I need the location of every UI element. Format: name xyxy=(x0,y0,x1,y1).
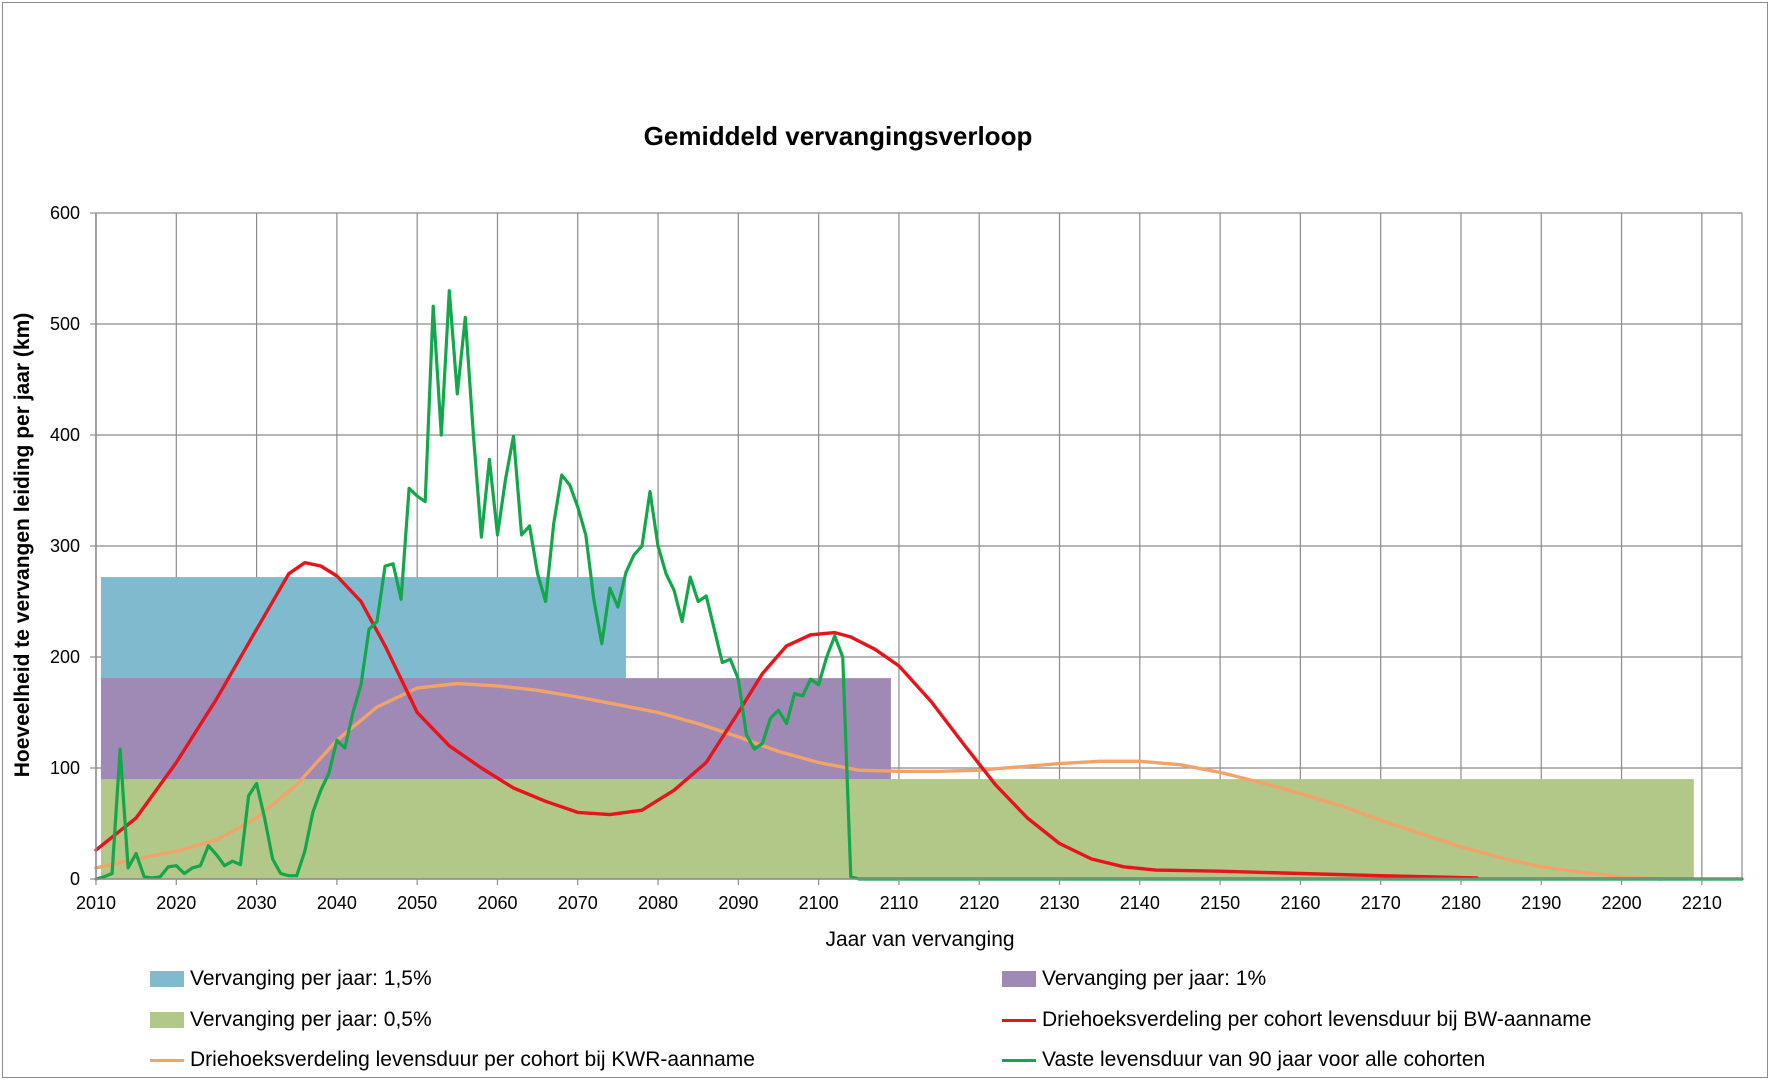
y-tick-label: 500 xyxy=(50,314,80,334)
y-tick-label: 400 xyxy=(50,425,80,445)
series-line xyxy=(94,681,1664,881)
x-tick-label: 2040 xyxy=(317,893,357,913)
area-band xyxy=(101,779,1694,879)
area-bands xyxy=(101,577,1694,879)
x-tick-label: 2080 xyxy=(638,893,678,913)
y-tick-label: 100 xyxy=(50,758,80,778)
x-tick-label: 2160 xyxy=(1280,893,1320,913)
x-tick-label: 2130 xyxy=(1039,893,1079,913)
x-tick-label: 2120 xyxy=(959,893,999,913)
x-tick-label: 2140 xyxy=(1120,893,1160,913)
axes: 2010 2020 2030 2040 2050 2060 2070 2080 2090 2100… xyxy=(50,203,1742,913)
x-tick-label: 2200 xyxy=(1602,893,1642,913)
x-tick-label: 2060 xyxy=(477,893,517,913)
x-tick-label: 2110 xyxy=(880,893,919,913)
y-tick-label: 600 xyxy=(50,203,80,223)
x-tick-label: 2090 xyxy=(718,893,758,913)
chart-title: Gemiddeld vervangingsverloop xyxy=(644,121,1033,151)
x-tick-label: 2150 xyxy=(1200,893,1240,913)
series-lines xyxy=(94,289,1744,881)
x-tick-label: 2050 xyxy=(397,893,437,913)
x-tick-label: 2100 xyxy=(799,893,839,913)
y-tick-label: 300 xyxy=(50,536,80,556)
x-tick-label: 2180 xyxy=(1441,893,1481,913)
x-tick-label: 2030 xyxy=(237,893,277,913)
y-tick-label: 200 xyxy=(50,647,80,667)
y-axis-label: Hoeveelheid te vervangen leiding per jaa… xyxy=(11,313,34,778)
x-axis-label: Jaar van vervanging xyxy=(825,928,1014,951)
y-tick-label: 0 xyxy=(70,869,80,889)
x-tick-label: 2190 xyxy=(1521,893,1561,913)
x-tick-label: 2020 xyxy=(156,893,196,913)
series-line xyxy=(94,289,1744,881)
x-tick-label: 2170 xyxy=(1361,893,1401,913)
x-tick-label: 2010 xyxy=(76,893,116,913)
x-tick-label: 2210 xyxy=(1682,893,1722,913)
x-tick-label: 2070 xyxy=(558,893,598,913)
series-line xyxy=(94,561,1479,880)
